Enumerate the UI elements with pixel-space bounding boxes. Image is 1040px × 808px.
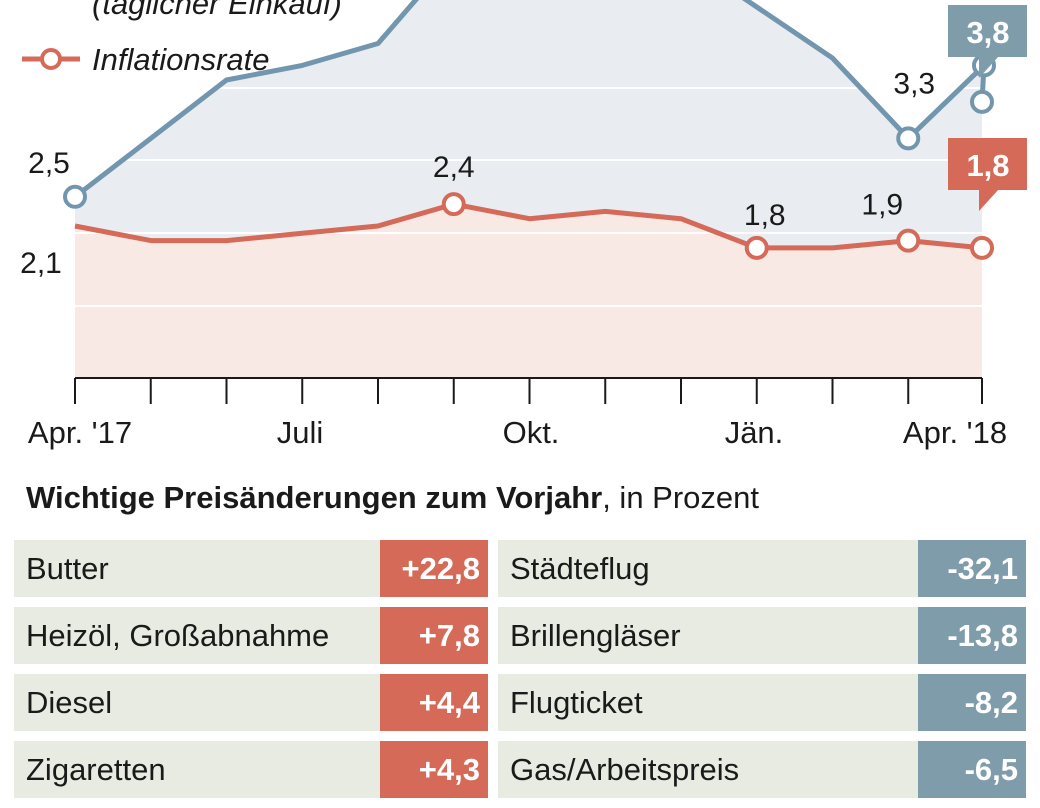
- table-row: Zigaretten +4,3: [14, 741, 488, 798]
- data-label-red: 2,1: [20, 247, 62, 280]
- x-tick-label: Apr. '17: [28, 415, 132, 450]
- legend-item-blue: (täglicher Einkauf): [92, 0, 342, 21]
- badge-red-pointer: [979, 189, 999, 211]
- x-tick-label: Okt.: [503, 415, 560, 450]
- series-line-red: [74, 201, 983, 251]
- data-label-blue: 3,3: [893, 67, 935, 100]
- table-row: Diesel +4,4: [14, 674, 488, 731]
- point-blue: [970, 89, 994, 114]
- point-red: [896, 228, 921, 253]
- point-red: [744, 235, 769, 260]
- badge-red: 1,8: [948, 138, 1027, 211]
- legend-item-red: Inflationsrate: [22, 42, 270, 77]
- table-title-bold: Wichtige Preisänderungen zum Vorjahr: [26, 480, 603, 515]
- point-blue: [63, 184, 87, 209]
- table-row: Heizöl, Großabnahme +7,8: [14, 607, 488, 664]
- item-value: -8,2: [918, 674, 1026, 731]
- table-row: Flugticket -8,2: [498, 674, 1026, 731]
- badge-blue: 3,8: [948, 5, 1027, 78]
- x-tick-label: Apr. '18: [903, 415, 1007, 450]
- item-label: Städteflug: [510, 551, 650, 586]
- item-label: Diesel: [26, 685, 113, 720]
- data-label-blue: 2,5: [28, 147, 70, 180]
- point-red: [441, 192, 466, 217]
- badge-blue-box: [948, 5, 1027, 57]
- legend-label-blue: (täglicher Einkauf): [92, 0, 342, 21]
- item-value: +4,3: [380, 741, 488, 798]
- item-label: Gas/Arbeitspreis: [510, 752, 740, 787]
- table-row: Brillengläser -13,8: [498, 607, 1026, 664]
- badge-red-text: 1,8: [966, 148, 1009, 183]
- legend-label-red: Inflationsrate: [92, 42, 270, 77]
- item-value: -6,5: [918, 741, 1026, 798]
- item-value: +7,8: [380, 607, 488, 664]
- data-label-red: 1,9: [861, 189, 903, 222]
- data-label-red: 1,8: [744, 199, 786, 232]
- series-line-blue: [73, 0, 987, 199]
- item-label: Brillengläser: [510, 618, 681, 653]
- line-chart: 2,53,34,32,12,41,81,93,81,8 Apr. '17Juli…: [20, 0, 1027, 450]
- item-label: Flugticket: [510, 685, 643, 720]
- item-value: -13,8: [918, 607, 1026, 664]
- table-title: Wichtige Preisänderungen zum Vorjahr, in…: [26, 478, 759, 518]
- badge-blue-text: 3,8: [966, 15, 1009, 50]
- badge-red-box: [948, 138, 1027, 190]
- item-label: Butter: [26, 551, 109, 586]
- item-label: Zigaretten: [26, 752, 166, 787]
- legend-marker-red: [40, 48, 62, 70]
- badge-blue-pointer: [979, 56, 999, 78]
- x-tick-label: Jän.: [725, 415, 784, 450]
- item-value: +4,4: [380, 674, 488, 731]
- item-value: -32,1: [918, 540, 1026, 597]
- increases-list: Butter +22,8 Heizöl, Großabnahme +7,8 Dies…: [14, 540, 488, 808]
- x-tick-label: Juli: [277, 415, 324, 450]
- item-value: +22,8: [380, 540, 488, 597]
- item-label: Heizöl, Großabnahme: [26, 618, 330, 653]
- table-row: Butter +22,8: [14, 540, 488, 597]
- table-row: Städteflug -32,1: [498, 540, 1026, 597]
- table-title-unit: , in Prozent: [602, 480, 760, 515]
- data-label-red: 2,4: [433, 151, 475, 184]
- table-row: Gas/Arbeitspreis -6,5: [498, 741, 1026, 798]
- decreases-list: Städteflug -32,1 Brillengläser -13,8 Flugt…: [498, 540, 1026, 808]
- point-red: [970, 235, 994, 260]
- point-blue: [896, 126, 921, 151]
